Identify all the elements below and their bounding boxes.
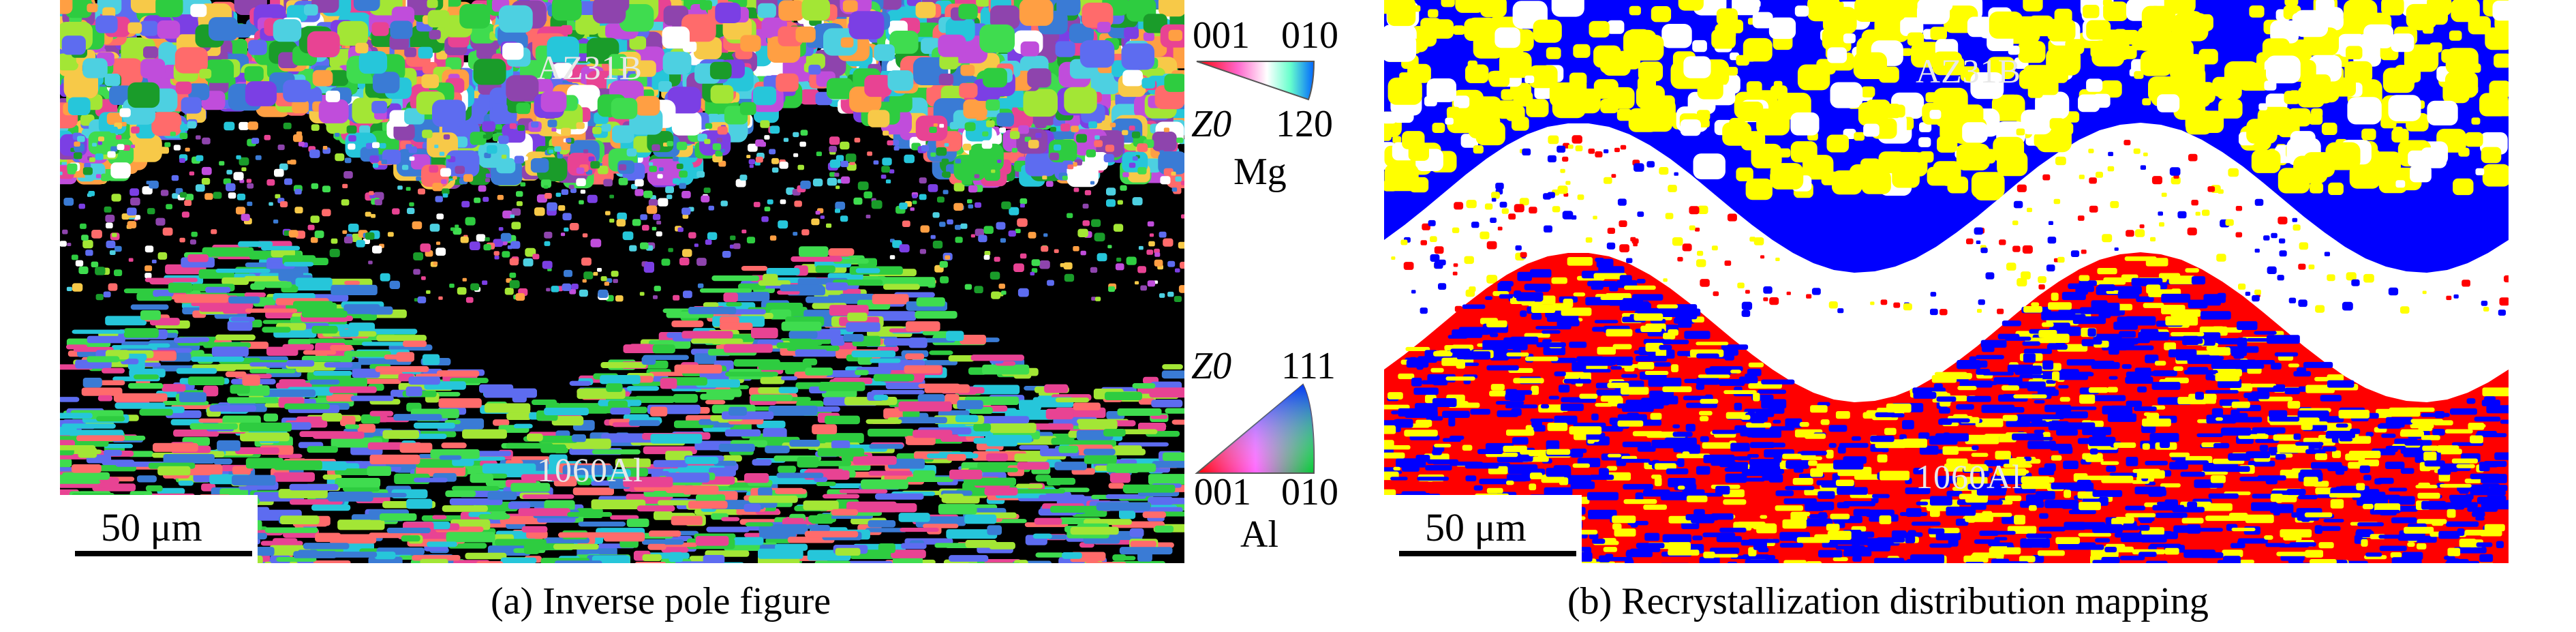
1060al-label-b: 1060Al	[1916, 457, 2022, 496]
inverse-pole-figure-map: AZ31B 1060Al 50 μm	[60, 0, 1184, 563]
scale-bar-text-b: 50 μm	[1425, 505, 1527, 550]
recrystallization-map: AZ31B 1060Al 50 μm	[1384, 0, 2509, 563]
al-key-111: 111	[1281, 345, 1336, 387]
recrystallization-map-canvas	[1384, 0, 2509, 563]
mg-key-z0: Z0	[1191, 103, 1232, 145]
scale-bar-line-a	[75, 551, 252, 556]
scale-bar-text-a: 50 μm	[101, 505, 202, 550]
al-color-key-icon	[1195, 383, 1315, 474]
mg-key-120: 120	[1276, 103, 1333, 145]
az31b-label-a: AZ31B	[537, 48, 643, 87]
ipf-map-canvas	[60, 0, 1184, 563]
mg-key-001: 001	[1193, 14, 1250, 57]
caption-a: (a) Inverse pole figure	[491, 580, 831, 622]
al-key-z0: Z0	[1191, 345, 1232, 387]
caption-b: (b) Recrystallization distribution mappi…	[1567, 580, 2209, 622]
1060al-label-a: 1060Al	[537, 451, 643, 489]
scale-bar-line-b	[1399, 551, 1576, 556]
az31b-label-b: AZ31B	[1916, 52, 2021, 90]
al-key-010: 010	[1281, 471, 1338, 513]
mg-key-label: Mg	[1233, 151, 1287, 193]
al-key-label: Al	[1240, 513, 1278, 556]
mg-color-key-icon	[1196, 61, 1315, 101]
mg-key-010: 010	[1281, 14, 1338, 57]
scale-bar-a: 50 μm	[60, 495, 258, 563]
scale-bar-b: 50 μm	[1384, 495, 1582, 563]
al-key-001: 001	[1194, 471, 1251, 513]
